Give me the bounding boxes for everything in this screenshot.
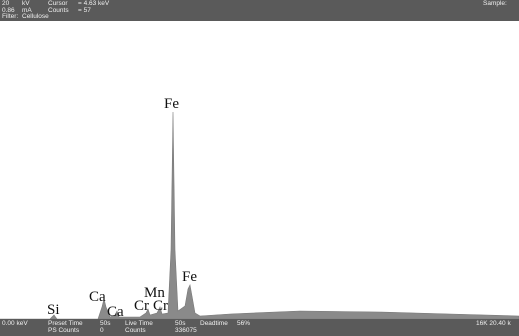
footer-field: Live Time: [125, 320, 153, 327]
header-field: Cellulose: [22, 13, 49, 20]
peak-label: Mn: [144, 285, 165, 301]
header-field: mA: [22, 6, 32, 14]
header-field: Cursor: [48, 0, 68, 7]
footer-field: Preset Time: [48, 320, 83, 327]
peak-label: Fe: [164, 96, 179, 112]
sample-label: Sample:: [483, 0, 507, 7]
spectrum-trace: [0, 111, 519, 320]
footer-field: 50s: [175, 320, 186, 327]
header-bar: 20 kV Cursor = 4.63 keV 0.86 mA Counts =…: [0, 0, 519, 21]
footer-right: 16K 20.40 k: [476, 320, 511, 327]
footer-field: 336075: [175, 327, 197, 334]
footer-field: Deadtime: [200, 320, 228, 327]
header-field: Counts: [48, 6, 69, 14]
peak-label: Cr: [134, 298, 149, 314]
footer-field: PS Counts: [48, 327, 80, 334]
footer-field: Counts: [125, 327, 146, 334]
peak-label: Si: [47, 302, 60, 318]
peak-label: Cr: [153, 298, 168, 314]
footer-field: 0.00 keV: [2, 320, 28, 327]
header-field: = 57: [78, 6, 91, 14]
peak-label: Ca: [89, 289, 106, 305]
footer-bar: 0.00 keV Preset Time 50s Live Time 50s D…: [0, 319, 519, 336]
header-field: kV: [22, 0, 30, 7]
footer-field: 56%: [237, 320, 251, 327]
peak-label: Fe: [182, 269, 197, 285]
footer-field: 50s: [100, 320, 111, 327]
peak-label: Ca: [107, 304, 124, 320]
header-field: Filter:: [2, 13, 19, 20]
header-field: 0.86: [2, 6, 15, 14]
header-field: = 4.63 keV: [78, 0, 110, 7]
header-field: 20: [2, 0, 10, 7]
footer-field: 0: [100, 327, 104, 334]
